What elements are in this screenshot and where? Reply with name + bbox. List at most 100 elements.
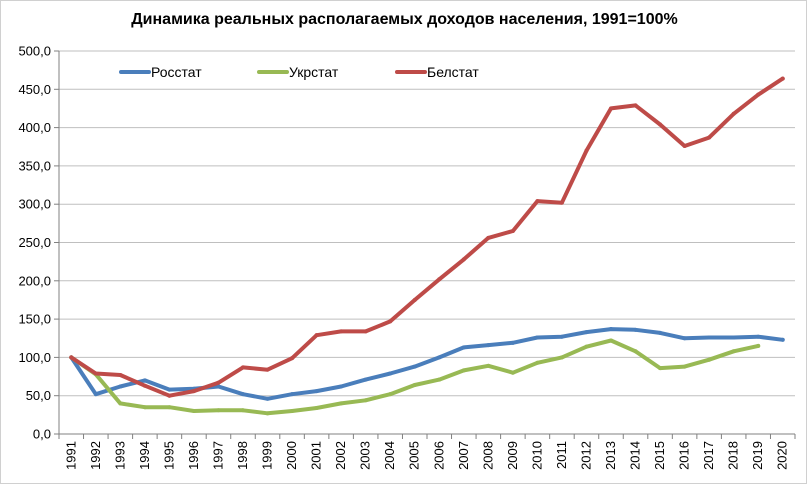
data-point-s2-1997: [216, 380, 221, 385]
data-point-s1-1999: [265, 411, 270, 416]
x-tick-label: 2000: [284, 441, 299, 470]
data-point-s2-2013: [609, 106, 613, 111]
x-tick-label: 1998: [235, 441, 250, 470]
data-point-s1-2003: [363, 398, 368, 403]
x-tick-label: 1993: [112, 441, 127, 470]
data-point-s2-2011: [559, 200, 564, 205]
data-point-s1-2001: [314, 405, 319, 410]
data-point-s1-2012: [584, 344, 589, 349]
data-point-s0-1994: [142, 378, 147, 383]
x-tick-label: 2006: [431, 441, 446, 470]
data-point-s1-1993: [118, 401, 123, 406]
y-tick-label: 500,0: [18, 44, 51, 59]
data-point-s0-2002: [339, 384, 344, 389]
data-point-s1-2009: [510, 370, 515, 375]
x-tick-label: 2004: [382, 441, 397, 470]
x-tick-label: 2003: [358, 441, 373, 470]
data-point-s2-2001: [314, 333, 319, 338]
data-point-s2-2004: [388, 319, 393, 324]
data-point-s2-2009: [510, 229, 515, 234]
data-point-s1-2015: [658, 366, 663, 371]
data-point-s2-1995: [167, 393, 172, 398]
x-tick-label: 2015: [652, 441, 667, 470]
series-line-2: [69, 76, 785, 398]
x-tick-label: 2014: [628, 441, 643, 470]
x-tick-label: 2007: [456, 441, 471, 470]
data-point-s0-2018: [731, 335, 736, 340]
y-tick-label: 50,0: [26, 388, 51, 403]
y-tick-label: 250,0: [18, 235, 51, 250]
x-tick-label: 1996: [186, 441, 201, 470]
data-point-s0-2016: [682, 336, 687, 341]
data-point-s1-2004: [388, 392, 393, 397]
data-point-s2-2015: [658, 122, 663, 127]
data-point-s0-2010: [535, 335, 540, 340]
x-tick-label: 2017: [701, 441, 716, 470]
x-tick-label: 2002: [333, 441, 348, 470]
x-tick-label: 2009: [505, 441, 520, 470]
x-tick-label: 2012: [578, 441, 593, 470]
data-point-s0-2012: [584, 330, 589, 335]
data-point-s1-1997: [216, 408, 221, 413]
legend-label-0: Росстат: [151, 64, 202, 80]
data-point-s0-1999: [265, 396, 270, 401]
x-tick-label: 2011: [554, 441, 569, 469]
data-point-s0-2014: [633, 327, 638, 332]
data-point-s2-1993: [118, 373, 123, 378]
data-point-s1-2017: [707, 357, 712, 362]
data-point-s1-2000: [290, 409, 295, 414]
x-tick-label: 2001: [309, 441, 324, 470]
data-point-s1-2006: [437, 377, 442, 382]
data-point-s2-1999: [265, 367, 270, 372]
x-tick-label: 1999: [260, 441, 275, 470]
data-point-s2-2018: [731, 111, 736, 116]
data-point-s1-2013: [609, 338, 613, 343]
x-tick-label: 2005: [407, 441, 422, 470]
data-point-s0-2003: [363, 377, 368, 382]
data-point-s0-2017: [707, 335, 712, 340]
legend-label-1: Укрстат: [289, 64, 339, 80]
data-point-s2-1994: [142, 383, 147, 388]
data-point-s2-2000: [290, 356, 295, 361]
data-point-s0-2013: [609, 327, 613, 332]
data-point-s2-2017: [707, 135, 712, 140]
data-point-s2-2019: [756, 92, 761, 97]
series-line-0: [69, 327, 785, 401]
x-tick-label: 1991: [63, 441, 78, 470]
data-point-s2-1996: [191, 389, 196, 394]
data-point-s0-2009: [510, 340, 515, 345]
data-point-s0-1992: [93, 392, 98, 397]
data-point-s0-2011: [559, 334, 564, 339]
chart-title: Динамика реальных располагаемых доходов …: [131, 11, 678, 28]
y-tick-label: 150,0: [18, 312, 51, 327]
x-tick-label: 2018: [726, 441, 741, 470]
data-point-s1-2011: [559, 355, 564, 360]
data-point-s2-2020: [780, 76, 785, 81]
data-point-s2-1998: [241, 365, 245, 370]
data-point-s0-2008: [486, 343, 491, 348]
data-point-s1-2005: [412, 382, 417, 387]
data-point-s2-2014: [633, 103, 638, 108]
y-tick-label: 350,0: [18, 158, 51, 173]
data-point-s0-1993: [118, 384, 123, 389]
y-tick-label: 0,0: [33, 427, 51, 442]
data-point-s0-2015: [658, 330, 663, 335]
data-point-s0-2019: [756, 334, 761, 339]
data-point-s0-2007: [461, 345, 466, 350]
y-tick-label: 200,0: [18, 273, 51, 288]
data-point-s1-2008: [486, 363, 491, 368]
data-point-s2-1991: [69, 355, 74, 360]
data-point-s2-2007: [461, 257, 466, 262]
y-tick-label: 100,0: [18, 350, 51, 365]
data-point-s0-1995: [167, 387, 172, 392]
data-point-s1-2019: [756, 343, 761, 348]
data-point-s1-1996: [191, 409, 196, 414]
x-tick-label: 1994: [137, 441, 152, 470]
y-tick-label: 400,0: [18, 120, 51, 135]
data-point-s0-2006: [437, 355, 442, 360]
x-tick-label: 1992: [88, 441, 103, 470]
data-point-s0-2000: [290, 392, 295, 397]
data-point-s1-2007: [461, 368, 466, 373]
